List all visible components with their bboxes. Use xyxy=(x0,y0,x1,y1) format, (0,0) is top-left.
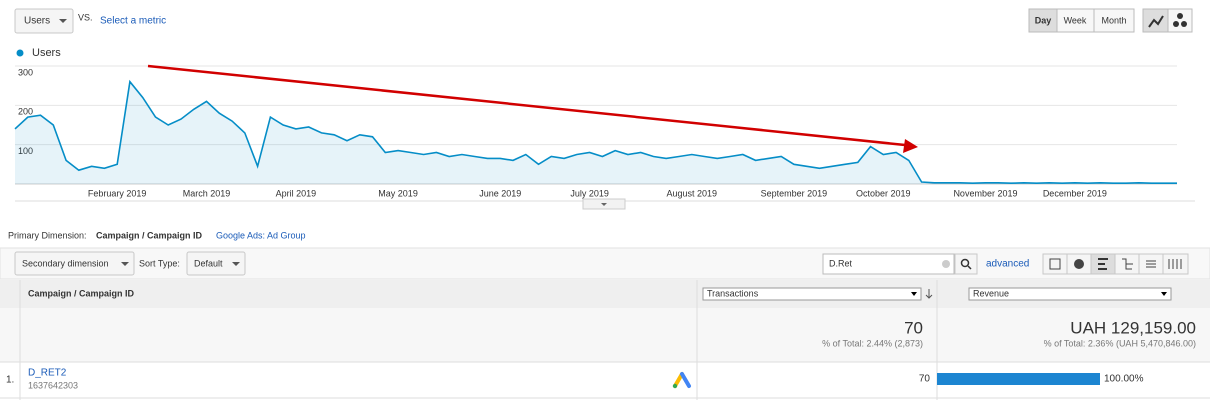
sort-dropdown[interactable] xyxy=(186,251,246,276)
area xyxy=(15,81,1177,184)
ads-icon xyxy=(672,372,691,389)
y-tick-label: 300 xyxy=(18,67,33,77)
legend-label: Users xyxy=(32,47,61,59)
x-tick-label: October 2019 xyxy=(856,188,911,198)
dropdown-caret xyxy=(1161,292,1167,296)
trend-arrowhead xyxy=(903,139,918,153)
period-label: Month xyxy=(1101,15,1126,25)
column-header: Campaign / Campaign ID xyxy=(28,288,135,298)
metric-dropdown[interactable] xyxy=(14,8,74,34)
metric-select[interactable] xyxy=(968,287,1172,301)
metric-label: Users xyxy=(24,16,50,27)
plot-area: 100 200 300 February 2019 March 2019 April 20… xyxy=(14,65,1177,198)
campaign-id: 1637642303 xyxy=(28,380,78,390)
x-tick-label: August 2019 xyxy=(666,188,717,198)
motion-chart-button[interactable] xyxy=(1167,8,1193,33)
total-value: 70 xyxy=(904,318,923,337)
totals-row xyxy=(0,308,1210,362)
column-header: Transactions xyxy=(707,288,759,298)
sort-label: Sort Type: xyxy=(139,258,180,268)
view-button[interactable] xyxy=(1162,253,1189,275)
column-header: Revenue xyxy=(973,288,1009,298)
legend-swatch xyxy=(16,49,24,57)
dropdown-caret xyxy=(121,262,129,266)
sort-arrow[interactable] xyxy=(925,289,933,299)
icon xyxy=(1173,21,1179,27)
icon xyxy=(680,372,691,388)
icon xyxy=(1122,258,1133,270)
select-metric-link[interactable]: Select a metric xyxy=(100,16,166,27)
share-label: 100.00% xyxy=(1104,374,1144,385)
dropdown-caret xyxy=(232,262,240,266)
x-tick-label: February 2019 xyxy=(88,188,147,198)
secondary-label: Secondary dimension xyxy=(22,258,109,268)
period-month[interactable] xyxy=(1093,8,1135,33)
period-label: Day xyxy=(1035,15,1052,25)
dropdown-caret xyxy=(911,292,917,296)
x-tick-label: September 2019 xyxy=(761,188,828,198)
icon xyxy=(1177,13,1183,19)
y-tick-label: 200 xyxy=(18,107,33,117)
icon xyxy=(1049,258,1061,270)
icon xyxy=(1074,259,1084,269)
icon xyxy=(1168,259,1182,269)
clear-icon[interactable] xyxy=(942,260,950,268)
metric-select[interactable] xyxy=(702,287,922,301)
trend-arrow xyxy=(147,64,906,147)
icon xyxy=(1146,260,1156,268)
icon xyxy=(1181,21,1187,27)
x-tick-label: March 2019 xyxy=(183,188,231,198)
line xyxy=(14,79,1177,185)
x-tick-label: June 2019 xyxy=(479,188,521,198)
view-buttons xyxy=(1042,253,1189,275)
icon xyxy=(1148,15,1164,28)
alt-dimension-link[interactable]: Google Ads: Ad Group xyxy=(216,230,306,240)
vs-label: VS. xyxy=(78,12,93,22)
x-tick-label: April 2019 xyxy=(276,188,317,198)
total-note: % of Total: 2.44% (2,873) xyxy=(822,338,923,348)
dimension-label: Primary Dimension: xyxy=(8,230,87,240)
x-tick-label: December 2019 xyxy=(1043,188,1107,198)
search-button[interactable] xyxy=(954,253,978,275)
campaign-link[interactable]: D_RET2 xyxy=(28,368,67,379)
dropdown-caret xyxy=(59,19,67,23)
primary-dimension: Campaign / Campaign ID xyxy=(96,230,203,240)
icon xyxy=(673,372,684,388)
x-tick-label: July 2019 xyxy=(570,188,609,198)
y-tick-label: 100 xyxy=(18,146,33,156)
total-value: UAH 129,159.00 xyxy=(1070,318,1196,337)
secondary-dropdown[interactable] xyxy=(14,251,135,276)
revenue-share xyxy=(937,373,1100,385)
icon xyxy=(672,383,678,389)
icon xyxy=(1098,258,1108,270)
row-value: 70 xyxy=(919,374,931,385)
total-note: % of Total: 2.36% (UAH 5,470,846.00) xyxy=(1044,338,1196,348)
row-index: 1. xyxy=(6,375,14,386)
view-button[interactable] xyxy=(1042,253,1068,275)
x-tick-label: November 2019 xyxy=(953,188,1017,198)
advanced-link[interactable]: advanced xyxy=(986,259,1029,270)
share-bar xyxy=(937,373,1100,385)
sort-value: Default xyxy=(194,258,223,268)
period-label: Week xyxy=(1064,15,1087,25)
x-tick-label: May 2019 xyxy=(378,188,418,198)
search-input[interactable] xyxy=(822,253,955,275)
icon xyxy=(967,265,972,270)
icon xyxy=(601,203,607,206)
icon xyxy=(960,258,970,268)
search-text: D.Ret xyxy=(829,258,853,268)
